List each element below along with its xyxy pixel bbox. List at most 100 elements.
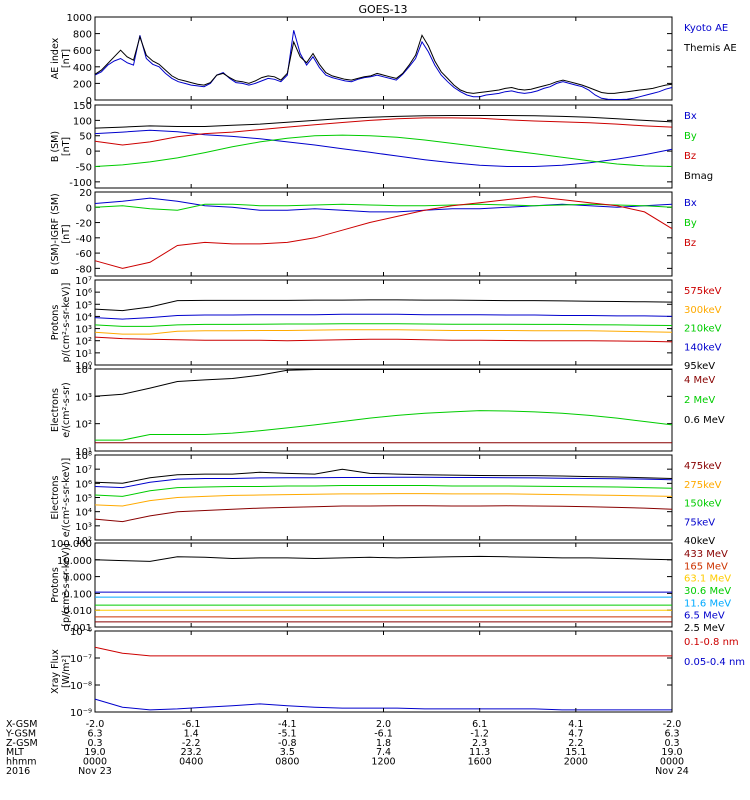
series-line-by (94, 203, 673, 211)
y-tick-label: 10⁶ (75, 288, 92, 299)
x-axis-value: 1.8 (376, 738, 391, 749)
y-tick-label: 10⁻⁹ (70, 708, 92, 719)
x-axis-value: 3.5 (280, 747, 295, 758)
x-axis-value: 2.3 (472, 738, 487, 749)
x-axis-value: 4.7 (568, 728, 583, 739)
series-line-bz (94, 117, 673, 146)
series-line-475kev (94, 505, 673, 523)
series-line-275kev (94, 493, 673, 507)
series-line-themis-ae (94, 34, 673, 94)
legend-entry: 11.6 MeV (684, 598, 731, 609)
y-tick-label: 100.000 (51, 539, 92, 550)
x-axis-value: -5.1 (278, 728, 297, 739)
y-tick-label: 0 (86, 96, 92, 107)
series-line-75kev (94, 476, 673, 489)
series-line-kyoto-ae (94, 30, 673, 100)
x-axis-value: 2.2 (568, 738, 583, 749)
x-axis-row-label: MLT (6, 747, 24, 758)
legend-entry: 475keV (684, 461, 722, 472)
x-axis-row-label: 2016 (6, 766, 30, 777)
y-tick-label: 10⁴ (75, 508, 92, 519)
y-tick-label: 10⁵ (75, 300, 92, 311)
x-axis-value: Nov 23 (78, 766, 112, 777)
y-axis-label: [p/(cm²-s-sr-keV)] (61, 543, 72, 626)
x-axis-value: 7.4 (376, 747, 391, 758)
y-axis-label: Electrons (50, 388, 61, 432)
x-axis-value: 1600 (468, 757, 492, 768)
legend-entry: 300keV (684, 305, 722, 316)
legend-entry: 40keV (684, 536, 715, 547)
y-tick-label: 10⁰ (75, 361, 92, 372)
legend-entry: 2.5 MeV (684, 623, 725, 634)
legend-entry: 165 MeV (684, 561, 728, 572)
y-tick-label: 10⁴ (75, 365, 92, 376)
x-axis-value: 2000 (564, 757, 588, 768)
y-tick-label: 100 (73, 116, 92, 127)
x-axis-row-label: Y-GSM (5, 728, 36, 739)
x-axis-value: -4.1 (278, 719, 297, 730)
y-tick-label: 0.001 (63, 623, 92, 634)
series-line-by (94, 134, 673, 167)
legend-entry: 63.1 MeV (684, 574, 731, 585)
y-tick-label: 10⁸ (75, 451, 92, 462)
x-axis-value: -2.0 (663, 719, 682, 730)
y-tick-label: -20 (76, 219, 92, 230)
legend-entry: Bmag (684, 171, 713, 182)
x-axis-value: 6.3 (87, 728, 102, 739)
series-line-bmag (94, 115, 673, 129)
y-axis-label: Protons (50, 567, 61, 603)
legend-entry: 30.6 MeV (684, 586, 731, 597)
legend-entry: 433 MeV (684, 549, 728, 560)
panel-1: 150 100 50 0 -50 -100 B (SM) [nT] Bx By Bz Bmag (50, 101, 713, 189)
x-axis-row-label: hhmm (6, 757, 37, 768)
x-axis-value: 23.2 (181, 747, 202, 758)
y-tick-label: 600 (73, 46, 92, 57)
y-tick-label: 10⁴ (75, 312, 92, 323)
panel-6: 100.000 10.000 1.000 0.100 0.010 0.001 Protons… (50, 539, 731, 634)
legend-entry: Bz (684, 151, 696, 162)
y-tick-label: 10² (75, 337, 92, 348)
x-axis-value: -6.1 (182, 719, 201, 730)
x-axis-value: 1200 (371, 757, 395, 768)
y-tick-label: 150 (73, 101, 92, 112)
series-line-2-mev (95, 410, 673, 441)
legend-entry: 75keV (684, 517, 715, 528)
y-tick-label: 200 (73, 79, 92, 90)
series-line-210kev (94, 323, 673, 327)
figure-title: GOES-13 (358, 3, 407, 16)
x-axis-value: 1.4 (184, 728, 199, 739)
y-tick-label: 0 (86, 147, 92, 158)
y-tick-label: 10³ (75, 392, 92, 403)
series-line-bx (94, 129, 673, 167)
legend-entry: 0.05-0.4 nm (684, 657, 745, 668)
y-tick-label: 10⁵ (75, 494, 92, 505)
y-tick-label: 800 (73, 30, 92, 41)
y-tick-label: 10⁻⁶ (70, 627, 92, 638)
y-axis-label: [W/m²] (61, 655, 72, 688)
x-axis-value: 19.0 (661, 747, 682, 758)
panel-5: 10⁸ 10⁷ 10⁶ 10⁵ 10⁴ 10³ 10² Electrons e/(cm²-s-s… (50, 451, 722, 547)
y-tick-label: -50 (76, 162, 92, 173)
x-axis-value: 11.3 (469, 747, 490, 758)
x-axis-value: 2.0 (376, 719, 391, 730)
legend-entry: 575keV (684, 286, 722, 297)
y-axis-label: [nT] (61, 49, 72, 68)
y-tick-label: -100 (69, 178, 92, 189)
series-line-140kev (94, 313, 673, 320)
y-tick-label: 10² (75, 420, 92, 431)
y-tick-label: 10⁻⁷ (70, 654, 92, 665)
legend-entry: By (684, 218, 697, 229)
y-axis-label: B (SM)-IGRF (SM) (50, 193, 61, 275)
legend-entry: Themis AE (683, 43, 737, 54)
y-axis-label: [nT] (61, 224, 72, 243)
y-tick-label: 50 (79, 132, 92, 143)
y-tick-label: 10³ (75, 325, 92, 336)
legend-entry: By (684, 131, 697, 142)
legend-entry: 210keV (684, 324, 722, 335)
series-line-0-1-0-8-nm (94, 646, 672, 657)
panel-7: 10⁻⁶ 10⁻⁷ 10⁻⁸ 10⁻⁹ Xray Flux [W/m²] 0.1-0.8 n… (50, 627, 745, 719)
x-axis-value: 0000 (660, 757, 684, 768)
y-tick-label: 10¹ (75, 447, 92, 458)
legend-entry: 0.1-0.8 nm (684, 637, 739, 648)
